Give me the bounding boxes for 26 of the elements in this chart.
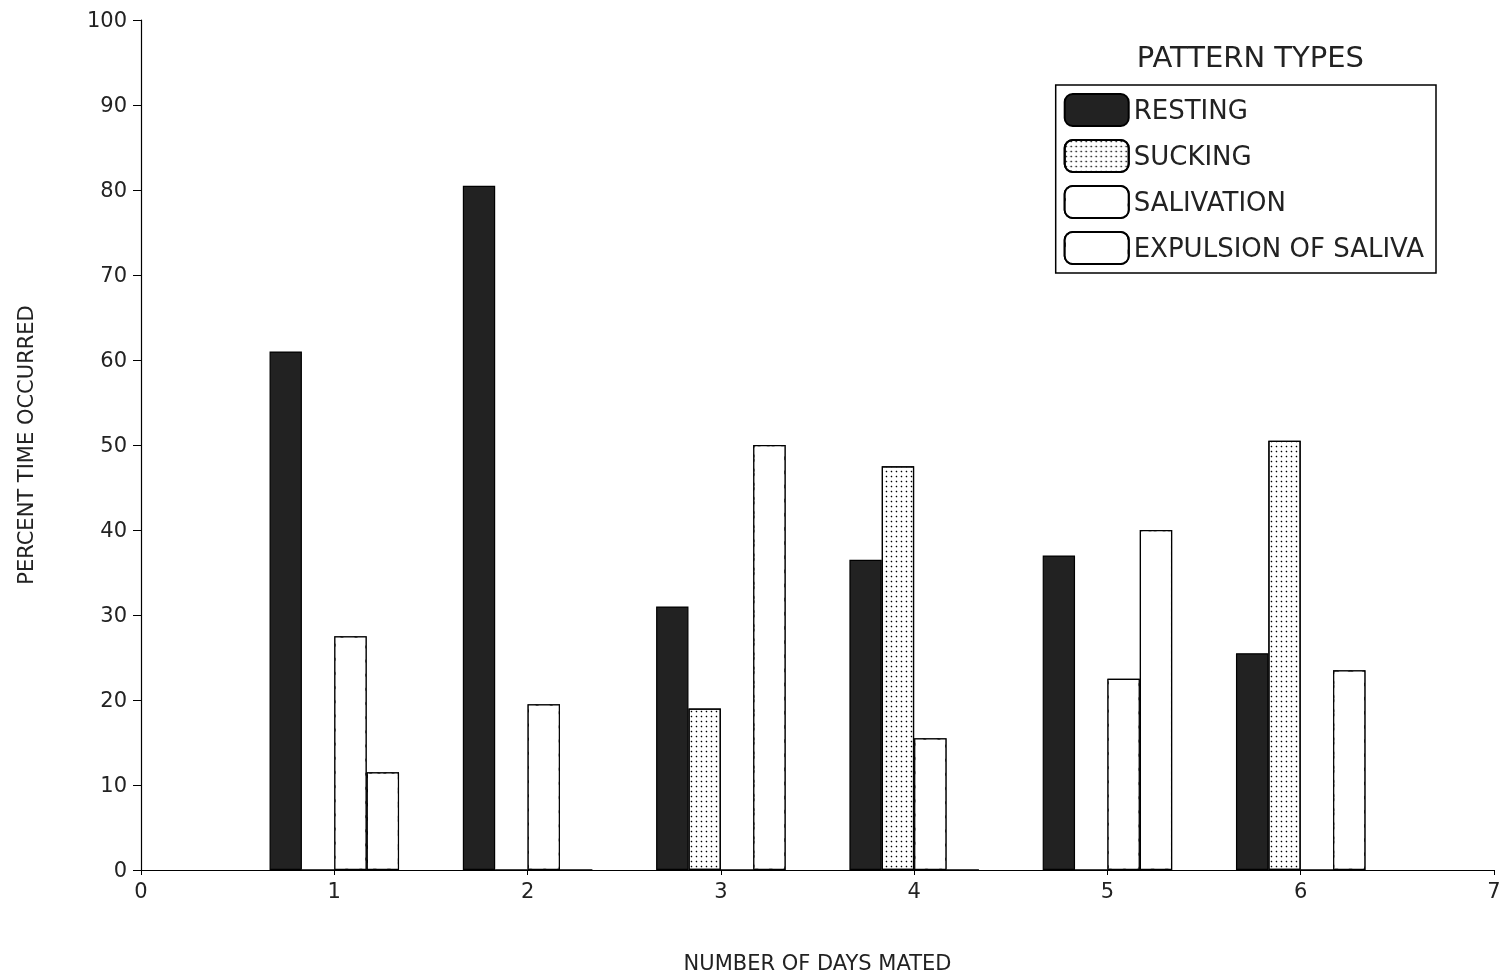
y-tick-label: 80 <box>100 178 127 202</box>
y-tick-label: 10 <box>100 773 127 797</box>
y-tick-label: 50 <box>100 433 127 457</box>
x-tick-label: 6 <box>1294 878 1308 903</box>
y-tick-label: 0 <box>113 858 127 882</box>
x-tick-label: 5 <box>1100 878 1115 903</box>
x-tick-label: 1 <box>327 878 341 903</box>
y-tick-label: 30 <box>100 603 127 627</box>
legend-label: RESTING <box>1133 95 1248 125</box>
y-tick-label: 70 <box>100 263 127 287</box>
legend-label: SALIVATION <box>1133 187 1286 217</box>
x-tick-label: 4 <box>907 878 921 903</box>
x-tick-label: 7 <box>1487 878 1501 903</box>
x-tick-label: 3 <box>714 878 728 903</box>
x-tick-label: 2 <box>520 878 535 903</box>
legend-label: SUCKING <box>1133 141 1252 171</box>
y-tick-label: 40 <box>100 518 127 542</box>
legend-label: EXPULSION OF SALIVA <box>1133 233 1425 263</box>
y-axis-title: PERCENT TIME OCCURRED <box>13 305 38 585</box>
y-tick-label: 60 <box>100 348 127 372</box>
x-axis-title: NUMBER OF DAYS MATED <box>683 950 952 975</box>
x-tick-label: 0 <box>134 878 148 903</box>
y-tick-label: 20 <box>100 688 127 712</box>
y-tick-label: 90 <box>100 93 127 117</box>
legend-title: PATTERN TYPES <box>1136 39 1364 74</box>
y-tick-label: 100 <box>86 8 127 32</box>
